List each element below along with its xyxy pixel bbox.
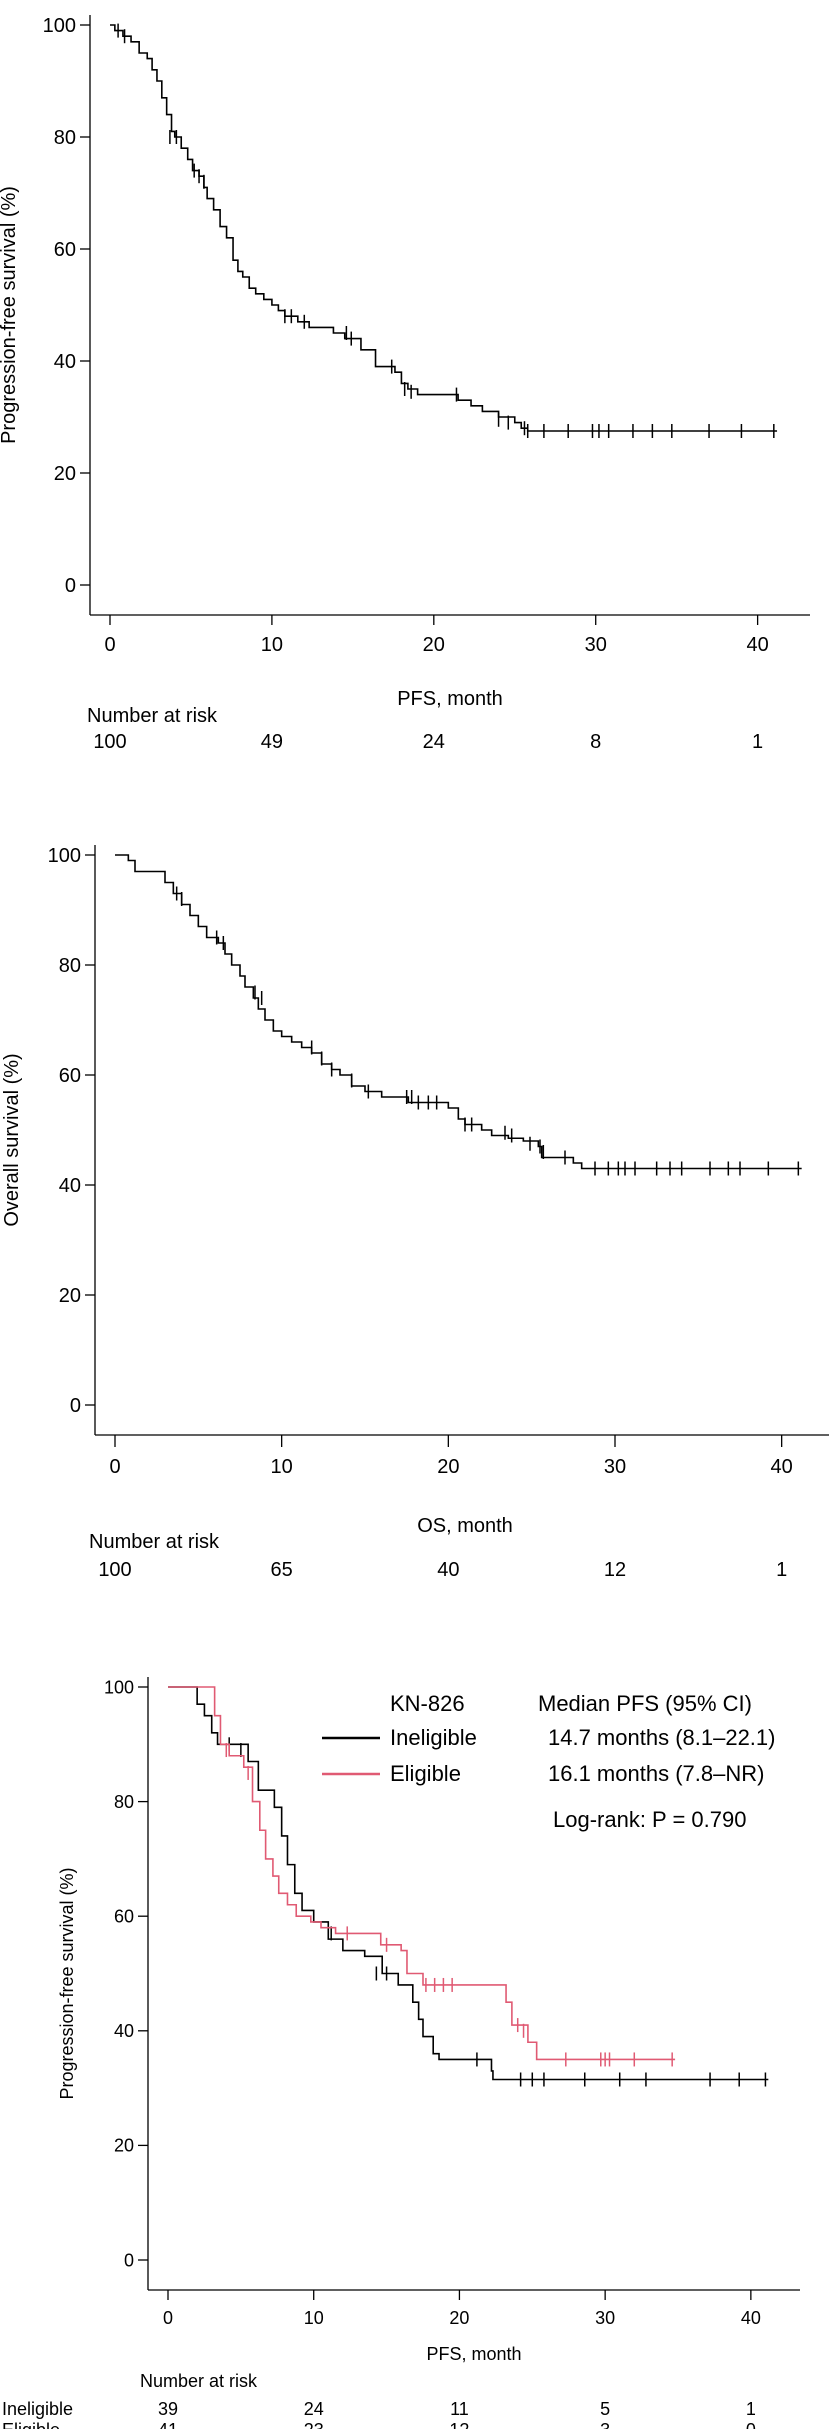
y-tick-label: 80 [114, 1792, 134, 1812]
y-tick-label: 20 [59, 1285, 81, 1307]
risk-count: 12 [604, 1559, 626, 1581]
y-tick-label: 40 [114, 2021, 134, 2041]
x-tick-label: 40 [741, 2308, 761, 2328]
os-overall-svg: 0 20 40 60 80 100 0 10 20 30 40 OS, month Overall su… [1, 845, 829, 1581]
legend-entry-stat: 14.7 months (8.1–22.1) [548, 1725, 775, 1750]
risk-count: 49 [261, 731, 283, 753]
logrank-note: Log-rank: P = 0.790 [553, 1807, 746, 1832]
y-axis-label: Progression-free survival (%) [0, 186, 20, 444]
risk-table-label: Number at risk [140, 2371, 258, 2391]
y-tick-label: 60 [54, 239, 76, 261]
x-tick-label: 10 [271, 1456, 293, 1478]
y-tick-label: 40 [54, 351, 76, 373]
risk-count: 1 [776, 1559, 787, 1581]
y-axis-label: Overall survival (%) [1, 1053, 23, 1226]
x-tick-label: 30 [604, 1456, 626, 1478]
y-tick-label: 60 [114, 1907, 134, 1927]
x-tick-label: 10 [304, 2308, 324, 2328]
risk-count: 24 [304, 2399, 324, 2419]
y-tick-label: 100 [43, 15, 76, 37]
os-overall-chart: 0 20 40 60 80 100 0 10 20 30 40 OS, month Overall su… [0, 820, 829, 1620]
x-tick-label: 30 [595, 2308, 615, 2328]
risk-count: 100 [98, 1559, 131, 1581]
risk-count: 11 [450, 2399, 469, 2419]
legend-entry-label: Ineligible [390, 1725, 477, 1750]
x-tick-label: 10 [261, 634, 283, 656]
risk-count: 39 [158, 2399, 178, 2419]
pfs-overall-svg: 0 20 40 60 80 100 0 10 20 30 40 PFS, month Progressi… [0, 15, 810, 753]
pfs-overall-chart: 0 20 40 60 80 100 0 10 20 30 40 PFS, month Progressi… [0, 0, 829, 780]
legend-entry-stat: 16.1 months (7.8–NR) [548, 1761, 764, 1786]
risk-count: 3 [600, 2420, 610, 2429]
x-tick-label: 20 [423, 634, 445, 656]
risk-count: 24 [423, 731, 445, 753]
pfs-by-eligibility-chart: 0 20 40 60 80 100 0 10 20 30 40 PFS, month Progressi… [0, 1645, 829, 2434]
x-axis-label: PFS, month [426, 2344, 521, 2364]
legend-entry-label: Eligible [390, 1761, 461, 1786]
risk-count: 5 [600, 2399, 610, 2419]
risk-count: 65 [271, 1559, 293, 1581]
x-tick-label: 0 [109, 1456, 120, 1478]
y-tick-label: 40 [59, 1175, 81, 1197]
y-tick-label: 0 [65, 575, 76, 597]
x-tick-label: 0 [104, 634, 115, 656]
legend-stat-heading: Median PFS (95% CI) [538, 1691, 752, 1716]
y-tick-label: 80 [54, 127, 76, 149]
y-tick-label: 60 [59, 1065, 81, 1087]
x-axis-label: PFS, month [397, 688, 503, 710]
survival-curve-eligible [168, 1686, 676, 2061]
risk-count: 8 [590, 731, 601, 753]
risk-count: 0 [746, 2420, 756, 2429]
y-tick-label: 80 [59, 955, 81, 977]
x-tick-label: 30 [585, 634, 607, 656]
risk-count: 40 [437, 1559, 459, 1581]
y-axis-label: Progression-free survival (%) [57, 1867, 77, 2099]
risk-count: 41 [158, 2420, 178, 2429]
risk-count: 12 [449, 2420, 469, 2429]
x-tick-label: 40 [746, 634, 768, 656]
y-tick-label: 20 [114, 2136, 134, 2156]
y-tick-label: 100 [48, 845, 81, 867]
risk-row-name: Eligible [2, 2420, 60, 2429]
risk-count: 23 [304, 2420, 324, 2429]
survival-curve-overall [115, 854, 802, 1170]
y-tick-label: 100 [104, 1677, 134, 1697]
risk-count: 1 [746, 2399, 756, 2419]
risk-count: 100 [93, 731, 126, 753]
survival-curve-overall [110, 24, 778, 432]
risk-row-name: Ineligible [2, 2399, 73, 2419]
risk-table-label: Number at risk [89, 1531, 220, 1553]
legend-heading: KN-826 [390, 1691, 465, 1716]
y-tick-label: 0 [124, 2250, 134, 2270]
x-tick-label: 40 [771, 1456, 793, 1478]
x-tick-label: 0 [163, 2308, 173, 2328]
y-tick-label: 20 [54, 463, 76, 485]
x-tick-label: 20 [449, 2308, 469, 2328]
y-tick-label: 0 [70, 1395, 81, 1417]
x-tick-label: 20 [437, 1456, 459, 1478]
risk-table-label: Number at risk [87, 705, 218, 727]
x-axis-label: OS, month [417, 1515, 513, 1537]
risk-count: 1 [752, 731, 763, 753]
